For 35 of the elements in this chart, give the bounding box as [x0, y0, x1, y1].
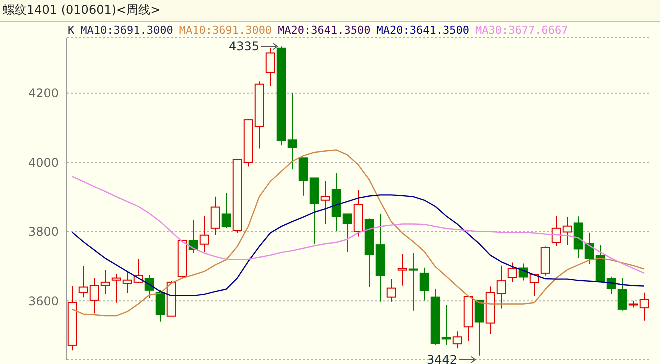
candlestick — [100, 269, 110, 296]
annotation: 3442 — [426, 352, 458, 364]
y-tick-label: 3800 — [28, 225, 59, 240]
text: K — [68, 24, 75, 37]
candlestick — [496, 265, 506, 310]
text: MA20:3641.3500 — [376, 24, 470, 37]
annotation: 4335 — [228, 40, 260, 54]
candlestick — [486, 286, 496, 335]
text: MA20:3641.3500 — [278, 24, 371, 37]
candlestick — [364, 218, 374, 288]
line-series — [72, 176, 646, 274]
candlestick — [376, 214, 386, 302]
candlestick — [320, 180, 330, 225]
candlestick — [288, 92, 298, 170]
candlestick — [200, 215, 210, 253]
candlestick — [408, 252, 418, 312]
candlestick — [122, 272, 132, 294]
candlestick — [210, 196, 220, 236]
y-tick-label: 4200 — [28, 86, 59, 101]
text: MA10:3691.3000 — [179, 24, 272, 37]
text: MA30:3677.6667 — [476, 24, 568, 37]
candlestick — [420, 267, 430, 302]
chart-title: 螺纹1401 (010601)<周线> — [0, 0, 660, 22]
candlestick — [332, 172, 342, 232]
candlestick — [574, 216, 584, 259]
y-tick-label: 4000 — [28, 156, 59, 170]
candlestick — [640, 292, 650, 322]
candlestick — [398, 254, 408, 286]
candlestick — [562, 216, 572, 246]
text: MA10:3691.3000 — [80, 24, 174, 37]
y-tick-label: 3600 — [28, 294, 59, 308]
candlestick — [442, 304, 452, 346]
candlestick — [112, 274, 122, 304]
candlestick — [254, 81, 264, 150]
candlestick — [90, 278, 100, 314]
